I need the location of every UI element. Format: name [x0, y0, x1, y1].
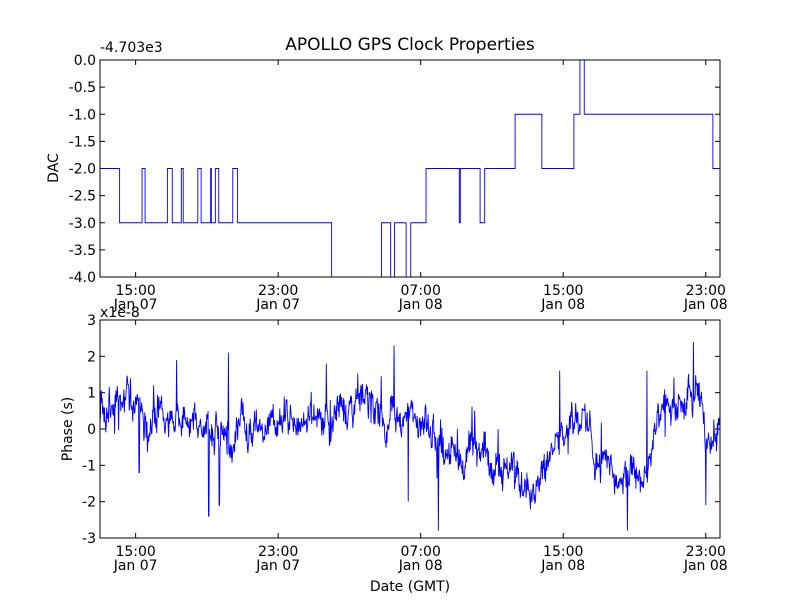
dac-y-tick-label: -1.5: [69, 134, 96, 150]
phase-x-tick-date: Jan 07: [113, 558, 158, 574]
phase-x-tick-date: Jan 08: [683, 558, 728, 574]
chart-title: APOLLO GPS Clock Properties: [285, 35, 535, 55]
dac-plot-frame: [99, 59, 721, 278]
dac-y-tick-label: -4.0: [69, 270, 96, 286]
phase-plot-frame: [99, 319, 721, 539]
dac-x-tick-date: Jan 08: [540, 297, 585, 313]
dac-panel: -4.703e3 DAC 0.0 -0.5 -1.0 -1.5 -2.0 -2.5 -3.0…: [46, 40, 728, 313]
dac-x-tick-date: Jan 08: [398, 297, 443, 313]
dac-offset-label: -4.703e3: [100, 40, 163, 56]
phase-x-tick-date: Jan 08: [398, 558, 443, 574]
phase-y-tick-label: 1: [87, 386, 96, 402]
dac-x-tick-time: 23:00: [258, 283, 298, 299]
dac-axis-ticks: 0.0 -0.5 -1.0 -1.5 -2.0 -2.5 -3.0 -3.5 -4.0 15:00…: [69, 53, 728, 313]
dac-x-tick-date: Jan 07: [113, 297, 158, 313]
dac-y-tick-label: -1.0: [69, 107, 96, 123]
x-axis-label: Date (GMT): [370, 579, 450, 595]
phase-y-axis-label: Phase (s): [60, 397, 76, 461]
dac-x-tick-time: 15:00: [543, 283, 583, 299]
dac-x-tick-time: 15:00: [115, 283, 155, 299]
dac-x-tick-time: 23:00: [686, 283, 726, 299]
phase-series-line: [99, 341, 721, 531]
phase-x-tick-time: 23:00: [686, 544, 726, 560]
dac-y-tick-label: 0.0: [74, 53, 96, 69]
dac-x-tick-date: Jan 07: [255, 297, 300, 313]
phase-x-tick-time: 23:00: [258, 544, 298, 560]
phase-x-tick-time: 07:00: [401, 544, 441, 560]
phase-x-tick-time: 15:00: [543, 544, 583, 560]
dac-y-tick-label: -3.0: [69, 216, 96, 232]
dac-y-axis-label: DAC: [46, 153, 62, 183]
phase-y-tick-label: 3: [87, 313, 96, 329]
phase-x-tick-date: Jan 08: [540, 558, 585, 574]
phase-y-tick-label: 2: [87, 349, 96, 365]
phase-y-tick-label: 0: [87, 422, 96, 438]
dac-y-tick-label: -2.0: [69, 162, 96, 178]
phase-y-tick-label: -2: [82, 495, 96, 511]
dac-x-tick-date: Jan 08: [683, 297, 728, 313]
dac-y-tick-label: -0.5: [69, 80, 96, 96]
dac-y-tick-label: -3.5: [69, 243, 96, 259]
dac-x-tick-time: 07:00: [401, 283, 441, 299]
phase-x-tick-date: Jan 07: [255, 558, 300, 574]
phase-y-tick-label: -3: [82, 531, 96, 547]
phase-offset-label: x1e-8: [100, 305, 140, 321]
phase-x-tick-time: 15:00: [115, 544, 155, 560]
dac-y-tick-label: -2.5: [69, 189, 96, 205]
phase-y-tick-label: -1: [82, 458, 96, 474]
phase-series: [99, 341, 721, 531]
